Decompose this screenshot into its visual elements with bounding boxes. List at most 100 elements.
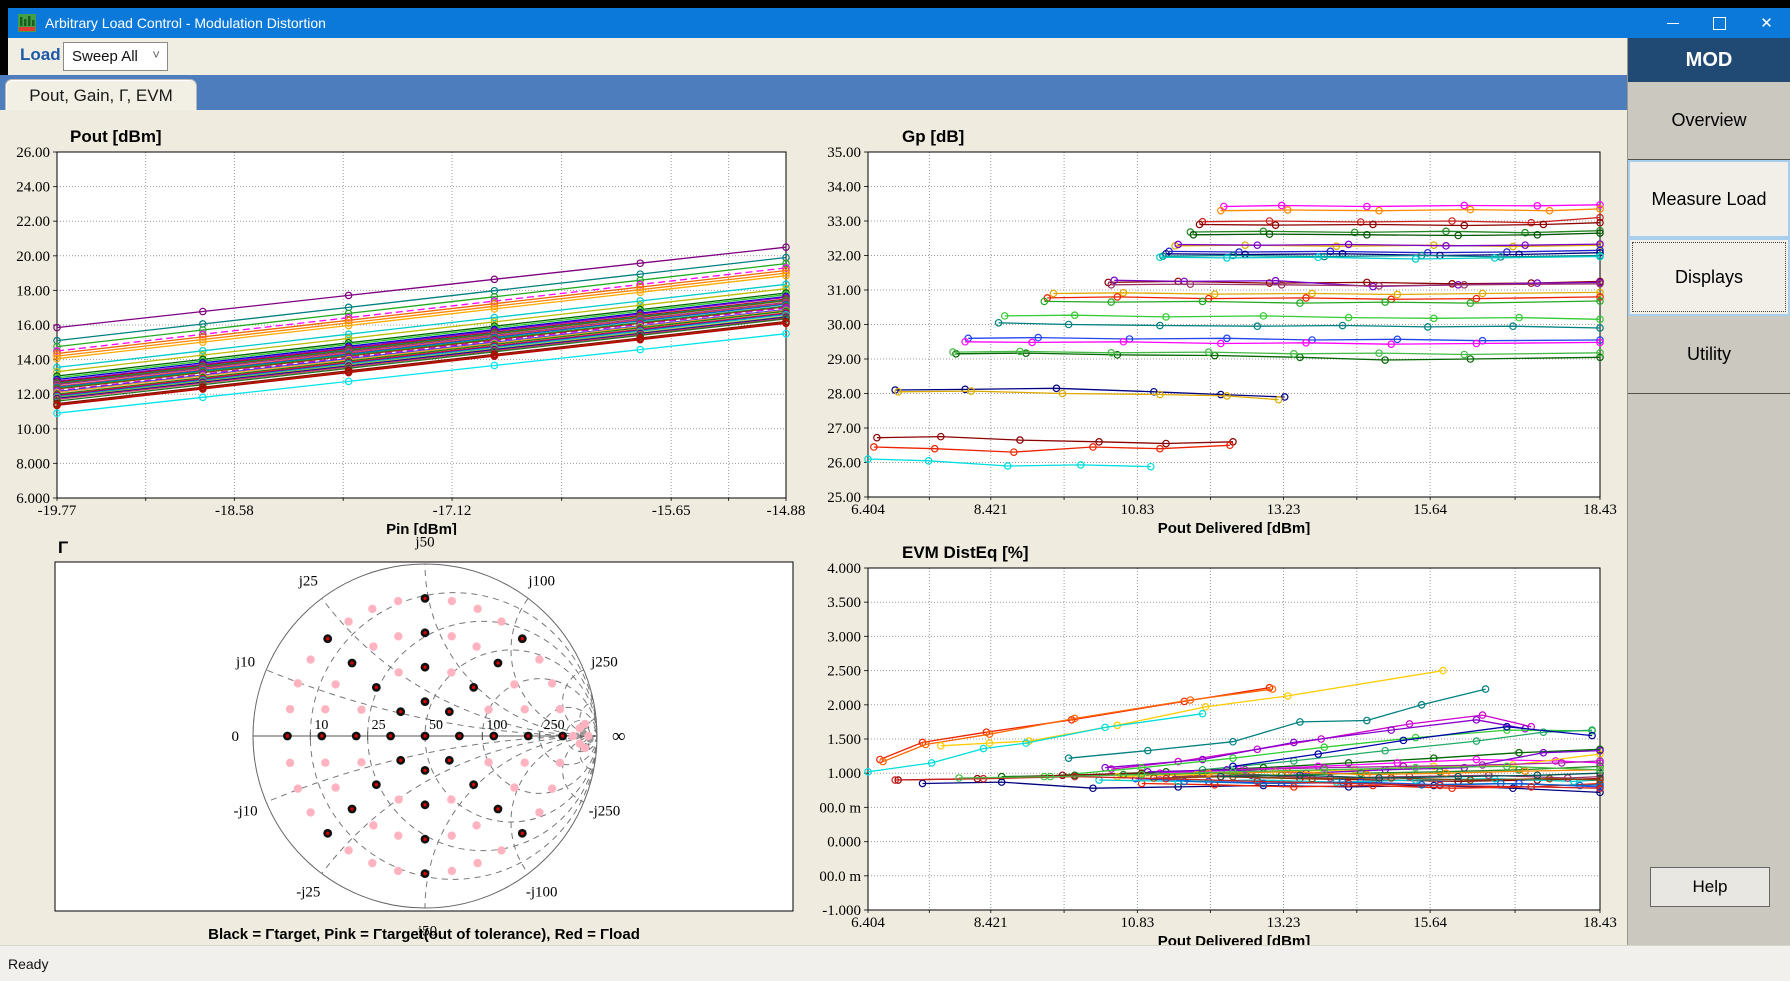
svg-text:-j100: -j100 bbox=[526, 884, 558, 900]
window-title: Arbitrary Load Control - Modulation Dist… bbox=[45, 15, 326, 31]
svg-text:14.00: 14.00 bbox=[16, 353, 50, 369]
svg-text:28.00: 28.00 bbox=[827, 387, 861, 403]
sidebar-button-measure-load[interactable]: Measure Load bbox=[1628, 160, 1790, 238]
svg-text:-14.88: -14.88 bbox=[767, 503, 806, 519]
svg-text:0: 0 bbox=[232, 729, 240, 745]
svg-text:33.00: 33.00 bbox=[827, 214, 861, 230]
load-label: Load bbox=[20, 45, 61, 64]
pout-chart: 26.00 24.00 22.00 20.00 18.00 16.00 14.00 12.00… bbox=[16, 127, 806, 535]
svg-text:10: 10 bbox=[314, 718, 328, 733]
tab-strip: Pout, Gain, Γ, EVM bbox=[0, 75, 1627, 111]
help-button[interactable]: Help bbox=[1650, 867, 1770, 907]
svg-text:Γ: Γ bbox=[58, 538, 68, 557]
svg-text:-j25: -j25 bbox=[296, 884, 320, 900]
svg-text:8.421: 8.421 bbox=[974, 915, 1008, 931]
status-text: Ready bbox=[8, 956, 49, 972]
svg-text:-1.000: -1.000 bbox=[822, 903, 861, 919]
svg-text:j50: j50 bbox=[414, 535, 434, 551]
svg-text:20.00: 20.00 bbox=[16, 249, 50, 265]
svg-text:18.43: 18.43 bbox=[1583, 502, 1617, 518]
svg-text:EVM DistEq [%]: EVM DistEq [%] bbox=[902, 543, 1029, 562]
svg-text:50: 50 bbox=[429, 718, 443, 733]
gp-chart: 35.00 34.00 33.00 32.00 31.00 30.00 29.00 28.00… bbox=[827, 127, 1617, 535]
load-dropdown-value: Sweep All bbox=[72, 48, 138, 65]
svg-text:25: 25 bbox=[372, 718, 386, 733]
tab-pout-gain-gamma-evm[interactable]: Pout, Gain, Γ, EVM bbox=[5, 79, 197, 111]
svg-text:-j10: -j10 bbox=[233, 804, 257, 820]
close-button[interactable]: ✕ bbox=[1743, 8, 1790, 38]
svg-text:2.000: 2.000 bbox=[827, 698, 861, 714]
svg-text:10.83: 10.83 bbox=[1121, 915, 1155, 931]
status-bar: Ready bbox=[0, 945, 1790, 981]
svg-text:-500.0 m: -500.0 m bbox=[820, 869, 861, 885]
svg-text:34.00: 34.00 bbox=[827, 180, 861, 196]
svg-text:26.00: 26.00 bbox=[16, 145, 50, 161]
svg-text:25.00: 25.00 bbox=[827, 490, 861, 506]
svg-text:-17.12: -17.12 bbox=[433, 503, 472, 519]
svg-text:10.83: 10.83 bbox=[1121, 502, 1155, 518]
svg-text:500.0 m: 500.0 m bbox=[820, 800, 861, 816]
svg-text:2.500: 2.500 bbox=[827, 664, 861, 680]
svg-text:j10: j10 bbox=[235, 654, 255, 670]
svg-text:∞: ∞ bbox=[612, 726, 626, 747]
load-dropdown[interactable]: Sweep All ˅ bbox=[63, 42, 168, 71]
svg-text:27.00: 27.00 bbox=[827, 421, 861, 437]
svg-text:j250: j250 bbox=[590, 654, 618, 670]
svg-text:3.000: 3.000 bbox=[827, 629, 861, 645]
minimize-button[interactable] bbox=[1649, 8, 1696, 38]
svg-text:-15.65: -15.65 bbox=[652, 503, 691, 519]
title-bar: Arbitrary Load Control - Modulation Dist… bbox=[8, 8, 1790, 38]
svg-text:15.64: 15.64 bbox=[1413, 502, 1447, 518]
sidebar-button-displays[interactable]: Displays bbox=[1628, 238, 1790, 316]
svg-text:8.000: 8.000 bbox=[16, 456, 50, 472]
svg-text:32.00: 32.00 bbox=[827, 249, 861, 265]
svg-text:1.000: 1.000 bbox=[827, 766, 861, 782]
evm-chart: 4.000 3.500 3.000 2.500 2.000 1.500 1.000 500.0… bbox=[820, 543, 1617, 950]
svg-text:35.00: 35.00 bbox=[827, 145, 861, 161]
svg-text:Pout [dBm]: Pout [dBm] bbox=[70, 127, 162, 146]
minimize-icon bbox=[1666, 22, 1679, 24]
svg-text:12.00: 12.00 bbox=[16, 387, 50, 403]
svg-text:18.43: 18.43 bbox=[1583, 915, 1617, 931]
svg-text:Gp [dB]: Gp [dB] bbox=[902, 127, 964, 146]
svg-text:j100: j100 bbox=[527, 574, 555, 590]
svg-text:100: 100 bbox=[486, 718, 507, 733]
maximize-icon bbox=[1713, 16, 1726, 30]
chevron-down-icon: ˅ bbox=[152, 47, 160, 62]
sidebar-button-overview[interactable]: Overview bbox=[1628, 82, 1790, 160]
svg-text:29.00: 29.00 bbox=[827, 352, 861, 368]
maximize-button[interactable] bbox=[1696, 8, 1743, 38]
app-icon bbox=[18, 14, 36, 32]
svg-text:-j50: -j50 bbox=[413, 923, 437, 939]
svg-text:18.00: 18.00 bbox=[16, 283, 50, 299]
svg-text:16.00: 16.00 bbox=[16, 318, 50, 334]
svg-text:-j250: -j250 bbox=[589, 804, 621, 820]
svg-text:6.404: 6.404 bbox=[851, 915, 885, 931]
sidebar-header: MOD bbox=[1628, 38, 1790, 82]
svg-text:15.64: 15.64 bbox=[1413, 915, 1447, 931]
svg-text:13.23: 13.23 bbox=[1267, 502, 1301, 518]
svg-text:4.000: 4.000 bbox=[827, 561, 861, 577]
svg-text:30.00: 30.00 bbox=[827, 318, 861, 334]
svg-text:31.00: 31.00 bbox=[827, 283, 861, 299]
svg-text:1.500: 1.500 bbox=[827, 732, 861, 748]
svg-text:3.500: 3.500 bbox=[827, 595, 861, 611]
close-icon: ✕ bbox=[1760, 15, 1773, 32]
svg-text:Pout Delivered [dBm]: Pout Delivered [dBm] bbox=[1158, 520, 1311, 535]
svg-text:24.00: 24.00 bbox=[16, 180, 50, 196]
svg-text:13.23: 13.23 bbox=[1267, 915, 1301, 931]
smith-chart: Γ 10 25 50 100 250 j10 j25 j50 j100 j250 -j10 -j25 -j… bbox=[54, 535, 794, 943]
svg-text:0.000: 0.000 bbox=[827, 835, 861, 851]
svg-text:j25: j25 bbox=[298, 574, 318, 590]
svg-text:8.421: 8.421 bbox=[974, 502, 1008, 518]
svg-text:Black = Γtarget, Pink = Γtarge: Black = Γtarget, Pink = Γtarget(out of t… bbox=[208, 926, 640, 943]
svg-text:-18.58: -18.58 bbox=[215, 503, 254, 519]
toolbar: Load Sweep All ˅ bbox=[8, 38, 1627, 75]
svg-text:250: 250 bbox=[544, 718, 565, 733]
svg-text:22.00: 22.00 bbox=[16, 214, 50, 230]
sidebar: MOD Overview Measure Load Displays Utili… bbox=[1627, 38, 1790, 945]
svg-text:26.00: 26.00 bbox=[827, 456, 861, 472]
svg-text:Pin [dBm]: Pin [dBm] bbox=[386, 521, 457, 535]
sidebar-button-utility[interactable]: Utility bbox=[1628, 316, 1790, 394]
